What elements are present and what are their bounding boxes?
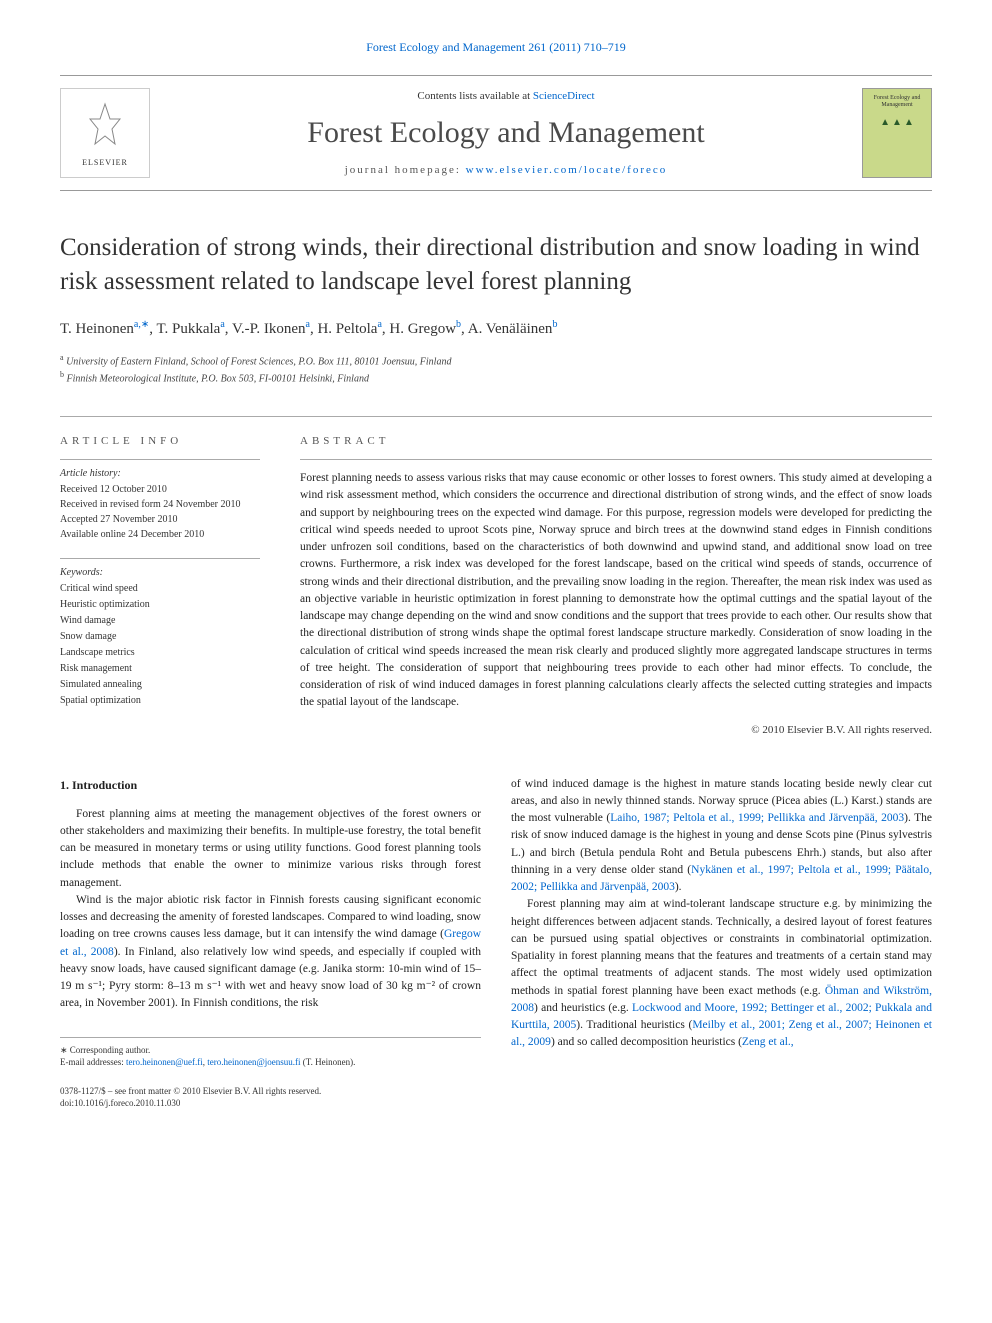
history-revised: Received in revised form 24 November 201… [60,497,260,512]
introduction-heading: 1. Introduction [60,776,481,794]
author-5: H. Gregow [389,321,456,337]
corresponding-author: ∗ Corresponding author. [60,1044,481,1057]
publisher-name: ELSEVIER [82,158,128,167]
intro-p2-cont: of wind induced damage is the highest in… [511,776,932,897]
header-citation[interactable]: Forest Ecology and Management 261 (2011)… [60,40,932,55]
keyword: Snow damage [60,629,260,645]
body-columns: 1. Introduction Forest planning aims at … [60,776,932,1110]
article-info-col: ARTICLE INFO Article history: Received 1… [60,435,260,736]
email-line: E-mail addresses: tero.heinonen@uef.fi, … [60,1056,481,1069]
sciencedirect-link[interactable]: ScienceDirect [533,90,595,102]
copyright: © 2010 Elsevier B.V. All rights reserved… [300,724,932,736]
author-1: T. Heinonen [60,321,134,337]
author-4-affil: a [377,319,381,330]
contents-line: Contents lists available at ScienceDirec… [170,90,842,102]
info-abstract-row: ARTICLE INFO Article history: Received 1… [60,416,932,736]
abstract-col: ABSTRACT Forest planning needs to assess… [300,435,932,736]
keyword: Risk management [60,661,260,677]
homepage-prefix: journal homepage: [345,164,466,176]
affiliation-b: b Finnish Meteorological Institute, P.O.… [60,369,932,386]
ref-zeng[interactable]: Zeng et al., [742,1036,794,1048]
keyword: Critical wind speed [60,581,260,597]
article-title: Consideration of strong winds, their dir… [60,231,932,299]
affiliations: a University of Eastern Finland, School … [60,352,932,387]
author-2: T. Pukkala [156,321,220,337]
journal-name: Forest Ecology and Management [170,116,842,150]
body-col-right: of wind induced damage is the highest in… [511,776,932,1110]
author-3-affil: a [305,319,309,330]
keyword: Wind damage [60,613,260,629]
intro-p1: Forest planning aims at meeting the mana… [60,806,481,892]
author-list: T. Heinonena,∗, T. Pukkalaa, V.-P. Ikone… [60,319,932,338]
intro-p3: Forest planning may aim at wind-tolerant… [511,896,932,1051]
email-link-1[interactable]: tero.heinonen@uef.fi [126,1057,203,1067]
homepage-line: journal homepage: www.elsevier.com/locat… [170,164,842,176]
author-4: H. Peltola [317,321,377,337]
masthead: ELSEVIER Contents lists available at Sci… [60,75,932,191]
ref-laiho-1987[interactable]: Laiho, 1987; Peltola et al., 1999; Pelli… [610,812,904,824]
history-received: Received 12 October 2010 [60,482,260,497]
history-online: Available online 24 December 2010 [60,527,260,542]
author-5-affil: b [456,319,461,330]
cover-trees-icon: ▲▲▲ [880,117,914,128]
footnotes: ∗ Corresponding author. E-mail addresses… [60,1037,481,1069]
author-3: V.-P. Ikonen [232,321,305,337]
journal-cover: Forest Ecology and Management ▲▲▲ [862,88,932,178]
elsevier-tree-icon [80,99,130,158]
keywords-block: Keywords: Critical wind speed Heuristic … [60,558,260,709]
email-link-2[interactable]: tero.heinonen@joensuu.fi [207,1057,300,1067]
keyword: Simulated annealing [60,677,260,693]
affiliation-a: a University of Eastern Finland, School … [60,352,932,369]
history-accepted: Accepted 27 November 2010 [60,512,260,527]
author-1-affil: a,∗ [134,319,149,330]
author-6-affil: b [552,319,557,330]
homepage-link[interactable]: www.elsevier.com/locate/foreco [466,164,668,176]
publisher-logo: ELSEVIER [60,88,150,178]
abstract-text: Forest planning needs to assess various … [300,459,932,712]
intro-p2: Wind is the major abiotic risk factor in… [60,892,481,1013]
keyword: Landscape metrics [60,645,260,661]
cover-title: Forest Ecology and Management [863,95,931,109]
contents-prefix: Contents lists available at [417,90,532,102]
author-6: A. Venäläinen [468,321,553,337]
doi-line: doi:10.1016/j.foreco.2010.11.030 [60,1097,481,1110]
masthead-center: Contents lists available at ScienceDirec… [170,90,842,176]
article-history: Article history: Received 12 October 201… [60,459,260,542]
keywords-label: Keywords: [60,567,260,578]
history-label: Article history: [60,468,260,479]
article-info-heading: ARTICLE INFO [60,435,260,447]
footer: 0378-1127/$ – see front matter © 2010 El… [60,1085,481,1110]
author-2-affil: a [220,319,224,330]
abstract-heading: ABSTRACT [300,435,932,447]
issn-line: 0378-1127/$ – see front matter © 2010 El… [60,1085,481,1098]
keywords-list: Critical wind speed Heuristic optimizati… [60,581,260,709]
keyword: Heuristic optimization [60,597,260,613]
keyword: Spatial optimization [60,693,260,709]
body-col-left: 1. Introduction Forest planning aims at … [60,776,481,1110]
